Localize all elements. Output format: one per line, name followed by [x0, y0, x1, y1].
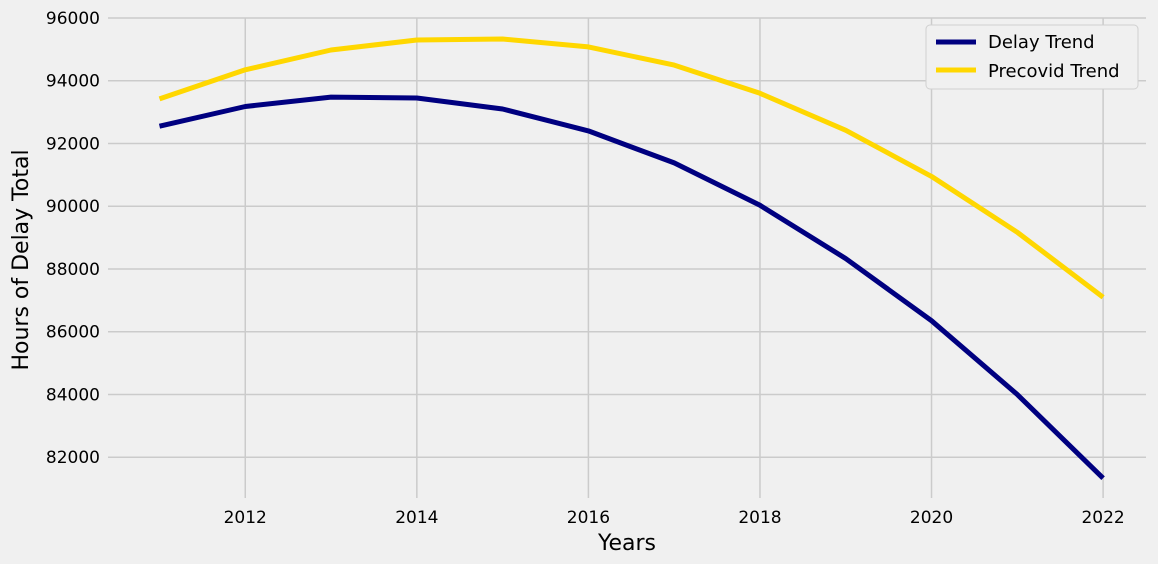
x-tick-labels: 2012 2014 2016 2018 2020 2022	[224, 508, 1125, 528]
y-tick-label: 90000	[46, 197, 100, 217]
series-line-precovid-trend	[158, 36, 1105, 300]
legend: Delay Trend Precovid Trend	[925, 24, 1139, 90]
y-tick-label: 82000	[46, 448, 100, 468]
y-tick-label: 92000	[46, 134, 100, 154]
y-tick-label: 94000	[46, 72, 100, 92]
x-tick-label: 2012	[224, 508, 267, 528]
y-axis-label: Hours of Delay Total	[9, 149, 34, 370]
legend-box	[925, 24, 1139, 90]
y-tick-label: 88000	[46, 260, 100, 280]
y-tick-label: 96000	[46, 9, 100, 29]
x-gridlines	[244, 18, 1104, 498]
x-tick-label: 2022	[1081, 508, 1124, 528]
x-tick-label: 2020	[910, 508, 953, 528]
x-tick-label: 2014	[395, 508, 438, 528]
y-tick-label: 84000	[46, 385, 100, 405]
x-tick-label: 2018	[738, 508, 781, 528]
series-layer	[158, 36, 1105, 480]
series-line-delay-trend	[158, 94, 1105, 480]
x-axis-label: Years	[597, 531, 656, 556]
y-tick-label: 86000	[46, 323, 100, 343]
x-tick-label: 2016	[567, 508, 610, 528]
legend-label-precovid-trend: Precovid Trend	[988, 61, 1120, 82]
legend-label-delay-trend: Delay Trend	[988, 32, 1095, 53]
y-tick-labels: 82000 84000 86000 88000 90000 92000 94000 96000	[46, 9, 100, 468]
